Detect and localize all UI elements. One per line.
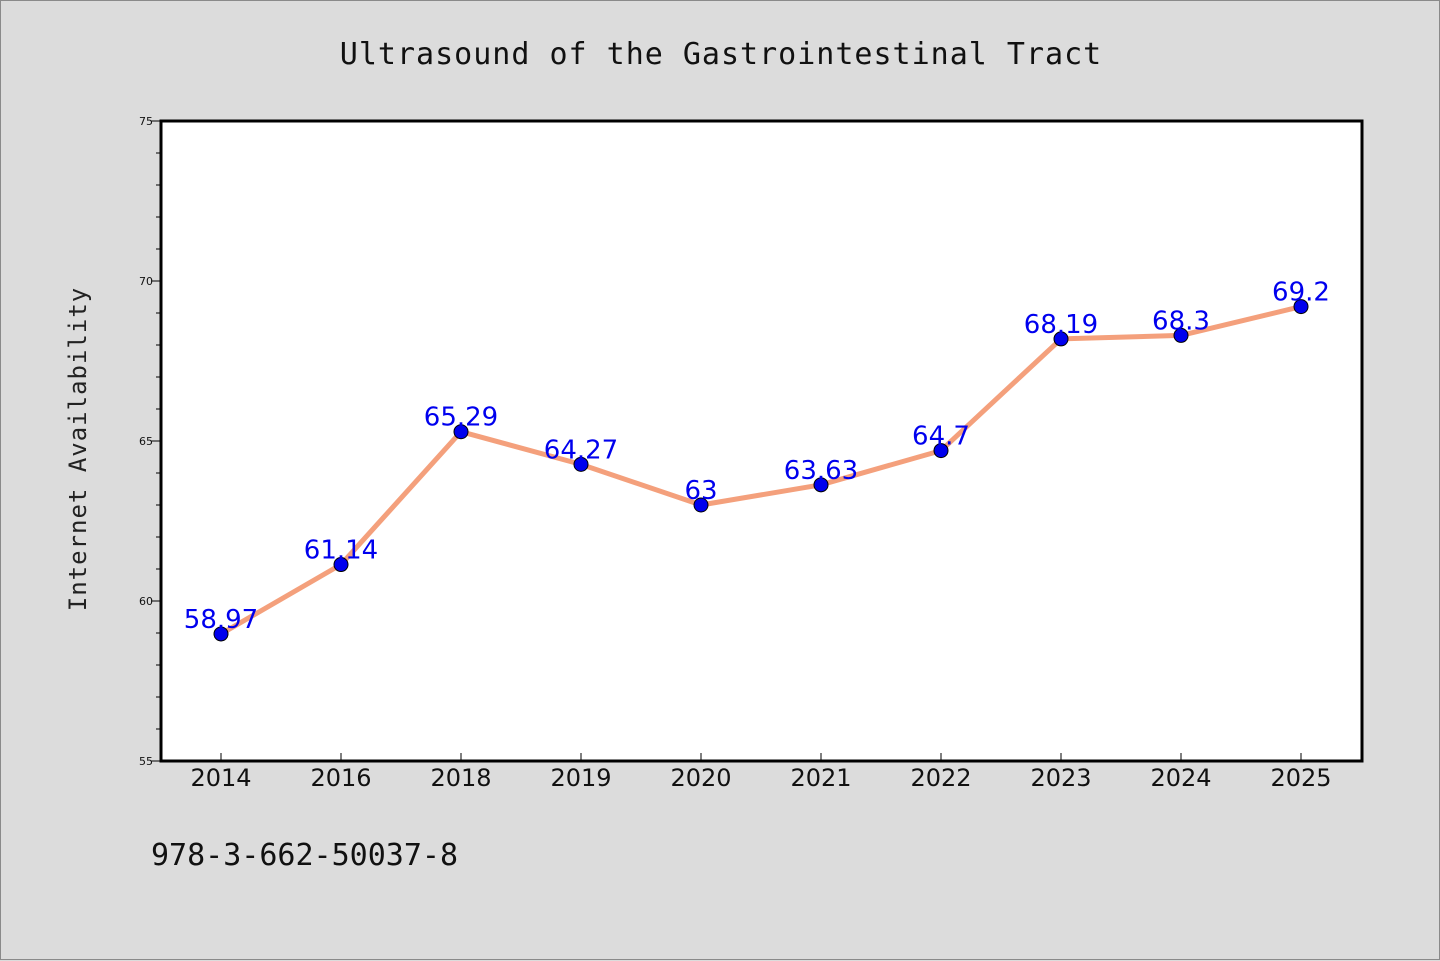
x-tick-label: 2024 (1150, 764, 1211, 792)
data-point (1173, 327, 1189, 343)
data-point (573, 456, 589, 472)
data-label: 64.27 (544, 435, 618, 465)
data-label: 58.97 (184, 605, 258, 635)
data-label: 69.2 (1272, 278, 1330, 308)
y-tick-label: 65 (139, 435, 153, 448)
data-point (813, 477, 829, 493)
isbn-footer: 978-3-662-50037-8 (151, 838, 458, 873)
data-markers (213, 299, 1309, 642)
y-axis-label: Internet Availability (64, 287, 92, 611)
x-tick-label: 2025 (1270, 764, 1331, 792)
x-tick-label: 2014 (190, 764, 251, 792)
data-point (213, 626, 229, 642)
plot-area (159, 119, 1364, 763)
y-tick-label: 70 (139, 275, 153, 288)
data-label: 61.14 (304, 536, 378, 566)
x-tick-label: 2021 (790, 764, 851, 792)
data-label: 65.29 (424, 403, 498, 433)
x-tick-label: 2019 (550, 764, 611, 792)
x-tick-label: 2020 (670, 764, 731, 792)
y-tick-label: 60 (139, 595, 153, 608)
data-label: 68.3 (1152, 306, 1210, 336)
data-point (1053, 331, 1069, 347)
series-line (219, 304, 1302, 637)
x-tick-label: 2018 (430, 764, 491, 792)
x-axis-ticks: 2014 2016 2018 2019 2020 2021 2022 2023 2024 2025 (190, 753, 1332, 792)
data-label: 68.19 (1024, 310, 1098, 340)
data-point (1293, 299, 1309, 315)
data-label: 63.63 (784, 456, 858, 486)
y-major-ticks: 55 60 65 70 75 (139, 115, 161, 768)
data-point (693, 497, 709, 513)
x-tick-label: 2016 (310, 764, 371, 792)
x-tick-label: 2022 (910, 764, 971, 792)
data-point (933, 443, 949, 459)
data-point (453, 424, 469, 440)
data-label: 64.7 (912, 422, 970, 452)
data-label: 63 (684, 476, 717, 506)
y-tick-label: 55 (139, 755, 153, 768)
chart-title: Ultrasound of the Gastrointestinal Tract (340, 37, 1102, 72)
data-point (333, 557, 349, 573)
x-tick-label: 2023 (1030, 764, 1091, 792)
y-tick-label: 75 (139, 115, 153, 128)
data-labels: 58.97 61.14 65.29 64.27 63 63.63 64.7 68.19 68.3… (184, 278, 1330, 635)
